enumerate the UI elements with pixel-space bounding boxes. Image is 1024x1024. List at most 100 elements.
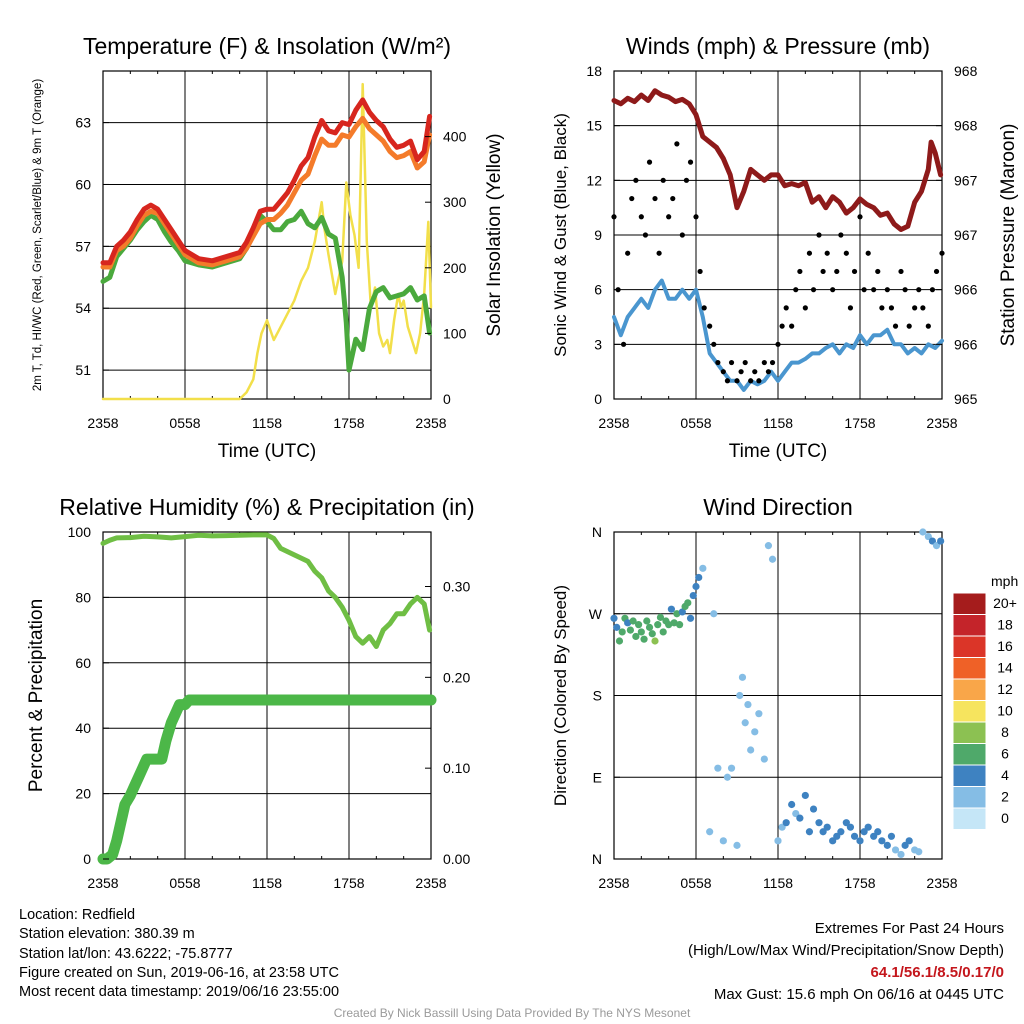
direction-point [809, 805, 818, 813]
y-tick-label: 0 [83, 851, 91, 867]
direction-point [891, 846, 900, 854]
gust-point [656, 250, 662, 256]
gust-point [892, 323, 899, 329]
gust-point [752, 369, 758, 375]
gust-point [629, 195, 635, 202]
direction-point [897, 850, 905, 859]
colorbar-swatch [952, 764, 987, 787]
direction-point [654, 621, 662, 629]
direction-point [643, 617, 651, 625]
plot-frame [102, 70, 432, 400]
gust-point [884, 287, 890, 293]
y-tick-label: 9 [594, 227, 602, 243]
y2-tick-label: 400 [443, 129, 467, 145]
colorbar-swatch [952, 635, 987, 658]
gust-point [875, 268, 881, 275]
colorbar-label: 14 [997, 660, 1013, 676]
gust-point [765, 369, 772, 375]
colorbar-swatch [952, 786, 987, 809]
gust-point [666, 214, 672, 220]
gust-point [834, 268, 840, 275]
y-tick-label: 80 [75, 589, 91, 605]
direction-point [648, 630, 656, 638]
y-tick-label: 57 [75, 238, 91, 254]
colorbar-swatch [952, 657, 987, 680]
x-tick-label: 0558 [169, 415, 200, 431]
gust-point [939, 250, 945, 256]
gust-point [646, 159, 653, 165]
direction-point [850, 832, 859, 840]
y2-tick-label: 300 [443, 194, 467, 210]
gust-point [728, 359, 735, 366]
direction-point [640, 635, 648, 643]
chart-title: Wind Direction [703, 494, 853, 520]
gust-point [711, 341, 717, 347]
colorbar-label: 4 [1001, 767, 1009, 783]
y-tick-label: 60 [75, 655, 91, 671]
direction-point [878, 837, 886, 845]
extremes-values: 64.1/56.1/8.5/0.17/0 [870, 964, 1004, 981]
extremes-title: Extremes For Past 24 Hours [814, 920, 1004, 937]
gust-point [724, 378, 731, 384]
direction-point [919, 528, 927, 536]
gust-point [715, 359, 721, 366]
y2-tick-label: 966 [954, 282, 978, 298]
gust-point [633, 177, 639, 183]
direction-point [747, 746, 755, 754]
y2-tick-label: 0.20 [443, 669, 470, 685]
direction-point [613, 623, 621, 631]
gust-point [797, 268, 803, 275]
direction-point [874, 828, 882, 836]
direction-tick-label: W [589, 606, 603, 622]
colorbar-swatch [952, 743, 987, 766]
speed-colorbar: mph 20+ 18 16 14 12 10 8 6 4 2 0 [952, 573, 1018, 830]
x-axis-label: Time (UTC) [729, 441, 828, 462]
x-tick-label: 2358 [598, 875, 629, 891]
series-line [611, 88, 944, 232]
x-tick-label: 0558 [680, 875, 711, 891]
gust-point [802, 305, 808, 311]
direction-point [610, 614, 618, 622]
y-tick-label: 15 [586, 118, 602, 134]
colorbar-label: 2 [1001, 789, 1009, 805]
x-axis-label: Time (UTC) [218, 441, 317, 462]
x-tick-label: 2358 [926, 875, 957, 891]
y-axis-label: 2m T, Td, HI/WC (Red, Green, Scarlet/Blu… [32, 79, 44, 391]
direction-point [788, 800, 796, 809]
direction-point [883, 841, 891, 849]
gust-point [933, 268, 940, 275]
gust-point [838, 232, 844, 238]
direction-point [741, 719, 749, 727]
gust-point [642, 232, 649, 238]
colorbar-label: 12 [997, 681, 1013, 697]
direction-point [714, 764, 722, 772]
gust-point [871, 287, 877, 293]
y-tick-label: 12 [586, 172, 602, 188]
gust-point [929, 287, 936, 293]
credit-text: Created By Nick Bassill Using Data Provi… [333, 1006, 691, 1020]
gust-point [707, 323, 713, 329]
gust-point [679, 232, 685, 238]
colorbar-label: 18 [997, 617, 1013, 633]
direction-point [727, 764, 736, 772]
series-line [100, 115, 433, 270]
gust-point [851, 268, 858, 275]
y-tick-label: 63 [75, 115, 91, 131]
gust-point [816, 232, 822, 238]
direction-point [678, 608, 686, 616]
direction-point [692, 582, 700, 591]
colorbar-swatch [952, 678, 987, 701]
gust-point [701, 305, 707, 311]
direction-point [695, 573, 703, 582]
humidity-chart: 2358 0558 1158 1758 2358 0 20 40 60 80 100 0.00 0.10… [26, 494, 475, 891]
x-tick-label: 2358 [87, 875, 118, 891]
gust-point [912, 305, 918, 311]
direction-point [723, 773, 732, 781]
direction-point [689, 591, 697, 600]
gust-point [820, 268, 826, 275]
gust-point [670, 195, 676, 202]
gust-point [620, 341, 627, 347]
direction-point [667, 605, 676, 613]
extremes-legend: (High/Low/Max Wind/Precipitation/Snow De… [688, 942, 1004, 959]
gust-point [830, 287, 836, 293]
